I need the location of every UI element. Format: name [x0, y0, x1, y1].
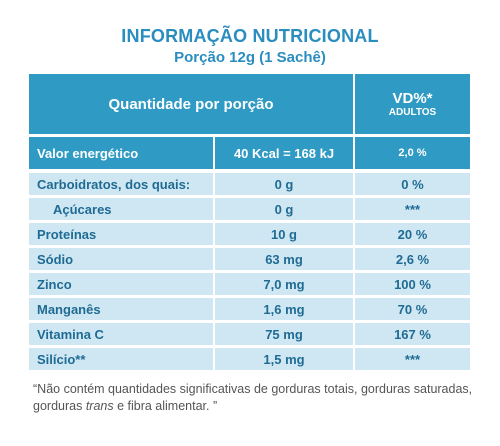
row-energy-label: Valor energético: [29, 137, 213, 169]
footnote-part-2: e fibra alimentar. ”: [113, 399, 218, 413]
row-zinc-vd: 100 %: [355, 273, 470, 295]
row-manganese-amount: 1,6 mg: [215, 298, 353, 320]
row-sodium-vd: 2,6 %: [355, 248, 470, 270]
row-zinc-label: Zinco: [29, 273, 213, 295]
vd-header: VD%* ADULTOS: [355, 74, 470, 134]
row-vitamin-c-vd: 167 %: [355, 323, 470, 345]
vd-header-sub: ADULTOS: [388, 107, 437, 118]
footnote: “Não contém quantidades significativas d…: [33, 381, 473, 415]
row-zinc-amount: 7,0 mg: [215, 273, 353, 295]
nutrition-title: INFORMAÇÃO NUTRICIONAL: [121, 26, 379, 46]
row-energy-vd: 2,0 %: [355, 137, 470, 169]
row-silicon-amount: 1,5 mg: [215, 348, 353, 370]
footnote-part-1: “Não contém quantidades significativas d…: [33, 382, 473, 413]
row-sugars-label: Açúcares: [29, 198, 213, 220]
quantity-header: Quantidade por porção: [29, 74, 353, 134]
row-carbs-label: Carboidratos, dos quais:: [29, 173, 213, 195]
row-carbs-vd: 0 %: [355, 173, 470, 195]
row-sugars-vd: ***: [355, 198, 470, 220]
row-sugars-amount: 0 g: [215, 198, 353, 220]
row-sodium-label: Sódio: [29, 248, 213, 270]
vd-header-label: VD%*: [392, 90, 433, 107]
row-energy-amount: 40 Kcal = 168 kJ: [215, 137, 353, 169]
row-manganese-label: Manganês: [29, 298, 213, 320]
row-silicon-label: Silício**: [29, 348, 213, 370]
nutrition-table: Quantidade por porção VD%* ADULTOS Valor…: [29, 74, 470, 376]
row-protein-label: Proteínas: [29, 223, 213, 245]
row-protein-amount: 10 g: [215, 223, 353, 245]
row-manganese-vd: 70 %: [355, 298, 470, 320]
serving-size: Porção 12g (1 Sachê): [174, 49, 326, 66]
row-vitamin-c-amount: 75 mg: [215, 323, 353, 345]
footnote-italic: trans: [85, 399, 114, 413]
row-protein-vd: 20 %: [355, 223, 470, 245]
row-carbs-amount: 0 g: [215, 173, 353, 195]
row-vitamin-c-label: Vitamina C: [29, 323, 213, 345]
row-sodium-amount: 63 mg: [215, 248, 353, 270]
quantity-header-label: Quantidade por porção: [108, 95, 274, 113]
row-silicon-vd: ***: [355, 348, 470, 370]
